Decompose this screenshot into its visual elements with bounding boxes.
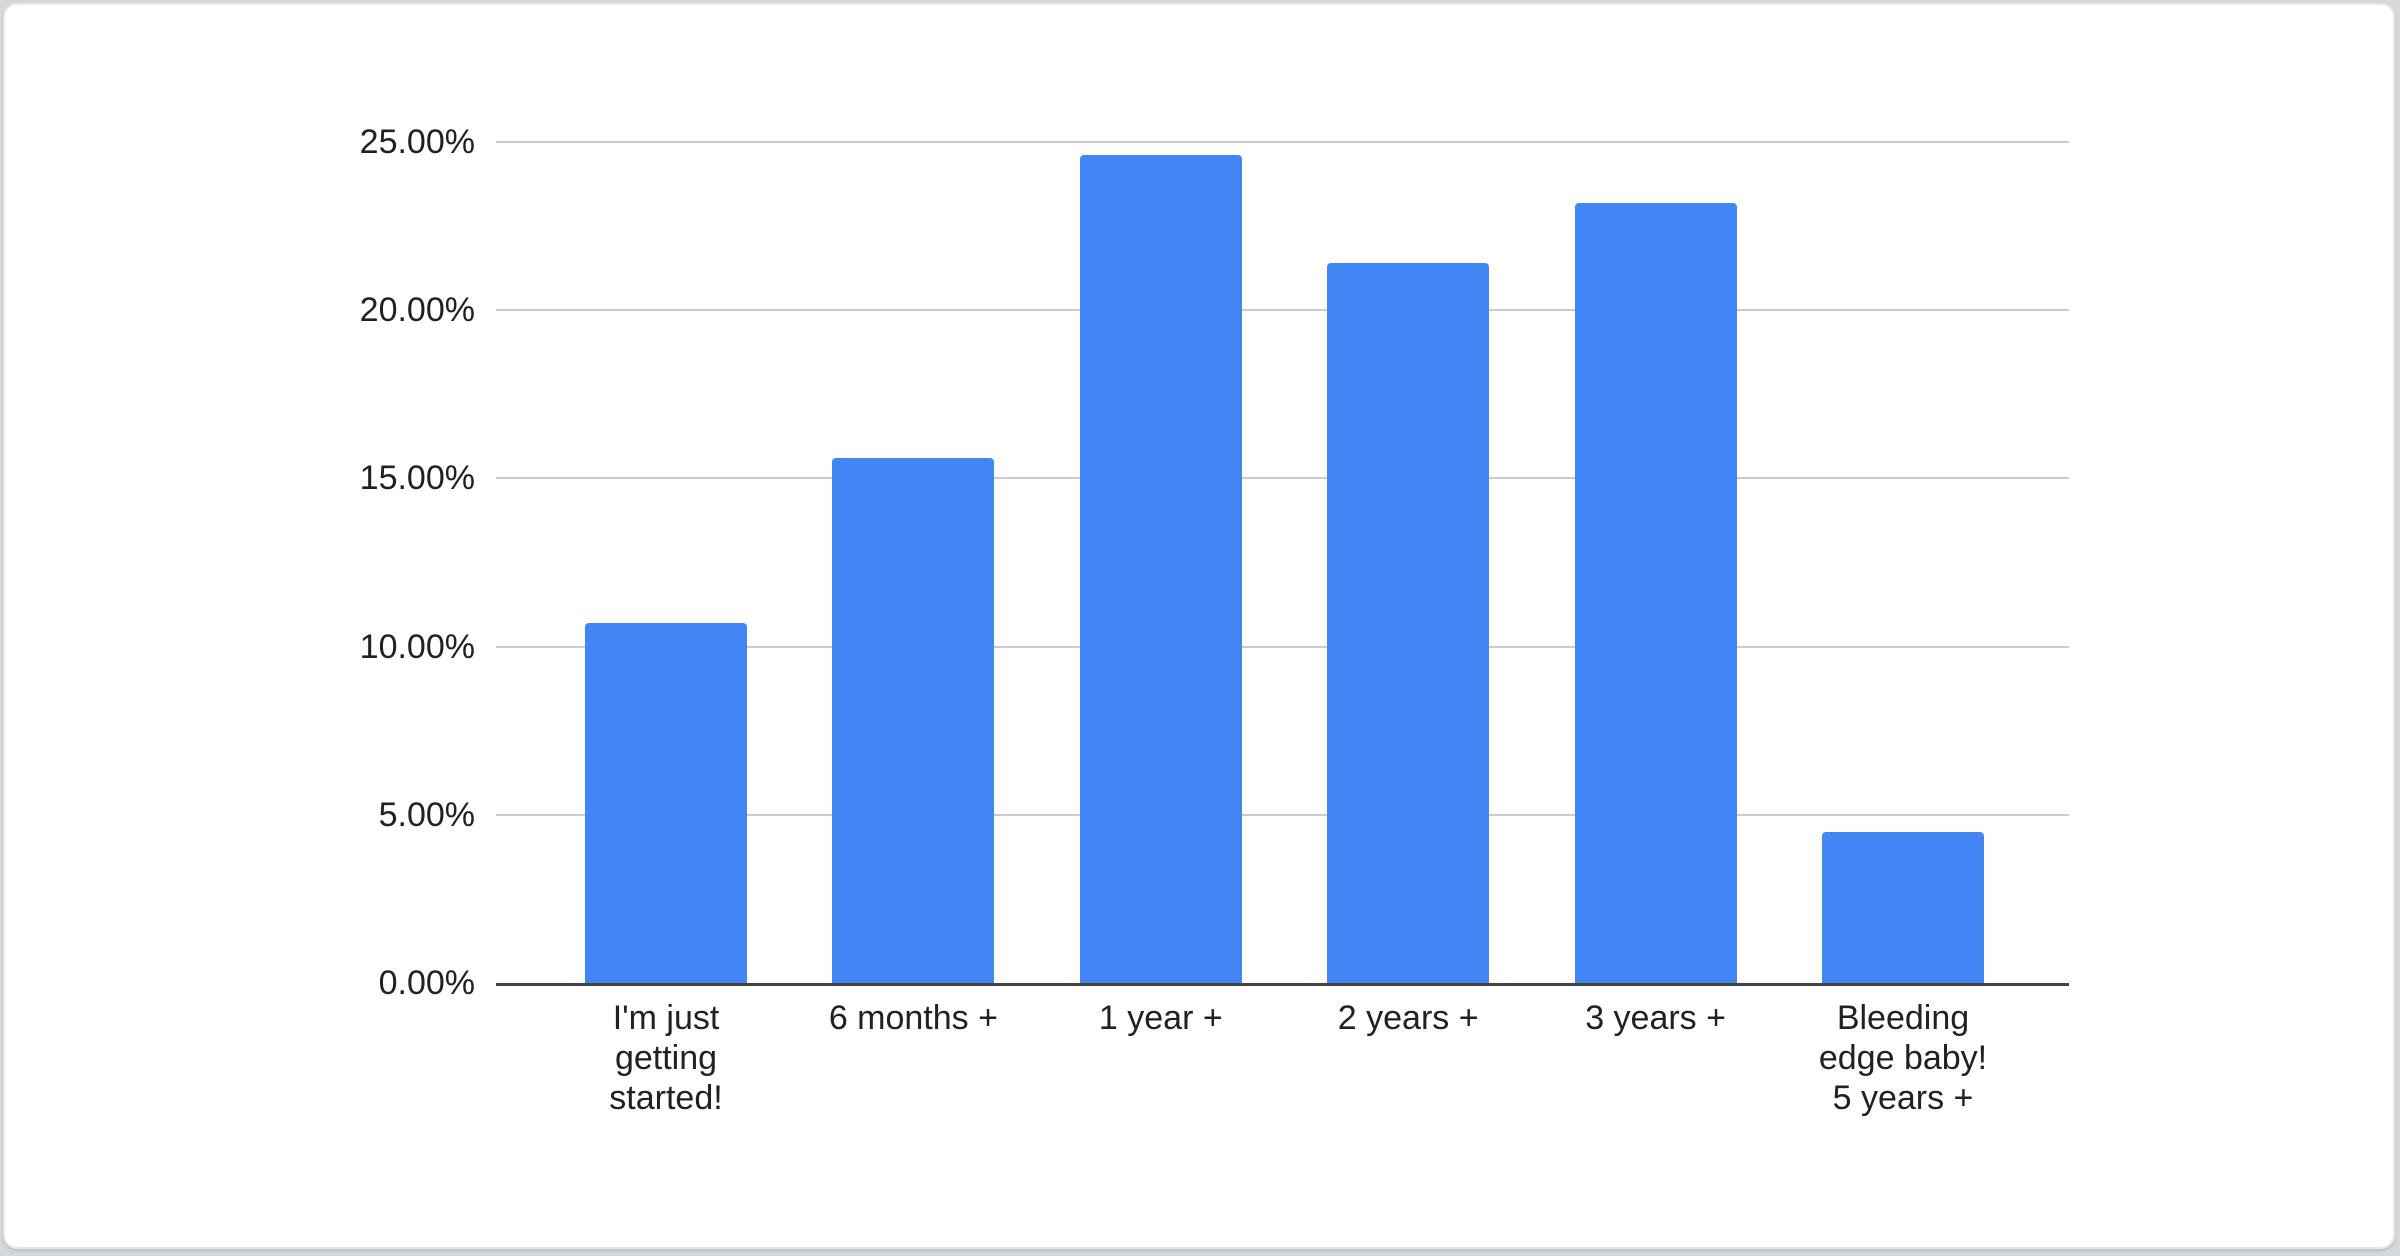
x-axis-tick-label-line: Bleeding — [1836, 999, 1970, 1037]
y-axis-tick-label: 15.00% — [359, 459, 475, 498]
gridline-15 — [496, 477, 2069, 480]
x-axis-tick-label-line: 2 years + — [1337, 999, 1479, 1037]
x-axis-line — [496, 983, 2069, 986]
x-axis-tick-label: 3 years + — [1506, 998, 1806, 1038]
chart-bar-2 — [832, 458, 995, 983]
chart-bar-3 — [1079, 155, 1242, 983]
x-axis-tick-label: Bleeding edge baby! 5 years + — [1753, 998, 2053, 1118]
x-axis-tick-label-line: 3 years + — [1585, 999, 1726, 1037]
x-axis-tick-label: 1 year + — [1011, 998, 1311, 1038]
x-axis-tick-label: 2 years + — [1258, 998, 1558, 1038]
y-axis-tick-label: 25.00% — [359, 123, 475, 161]
x-axis-tick-label-line: started! — [609, 1079, 723, 1117]
x-axis-tick-label-line: I'm just — [612, 999, 720, 1037]
x-axis-tick-label-line: 1 year + — [1098, 999, 1223, 1037]
gridline-10 — [496, 645, 2069, 648]
chart-bar-1 — [585, 623, 747, 983]
y-axis-tick-label: 5.00% — [378, 795, 475, 834]
x-axis-tick-label: I'm just getting started! — [516, 998, 816, 1118]
gridline-5 — [496, 813, 2069, 816]
chart-bar-5 — [1574, 202, 1737, 983]
y-axis-tick-label: 0.00% — [378, 964, 475, 1002]
chart-card: 0.00% 5.00% 10.00% 15.00% 20.00% 25.00% I'm j… — [3, 3, 2395, 1249]
x-axis-tick-label-line: 5 years + — [1832, 1079, 1974, 1117]
x-axis-tick-label-line: getting — [614, 1039, 718, 1077]
bar-chart: 0.00% 5.00% 10.00% 15.00% 20.00% 25.00% I'm j… — [5, 5, 2397, 1251]
x-axis-tick-label: 6 months + — [763, 998, 1063, 1038]
x-axis-tick-label-line: 6 months + — [828, 999, 998, 1037]
x-axis-tick-label-line: edge baby! — [1818, 1039, 1988, 1077]
y-axis-tick-label: 10.00% — [359, 627, 475, 666]
chart-bar-4 — [1327, 263, 1490, 983]
gridline-20 — [496, 309, 2069, 312]
gridline-25 — [496, 141, 2069, 143]
chart-bar-6 — [1822, 831, 1984, 983]
y-axis-tick-label: 20.00% — [359, 291, 475, 330]
